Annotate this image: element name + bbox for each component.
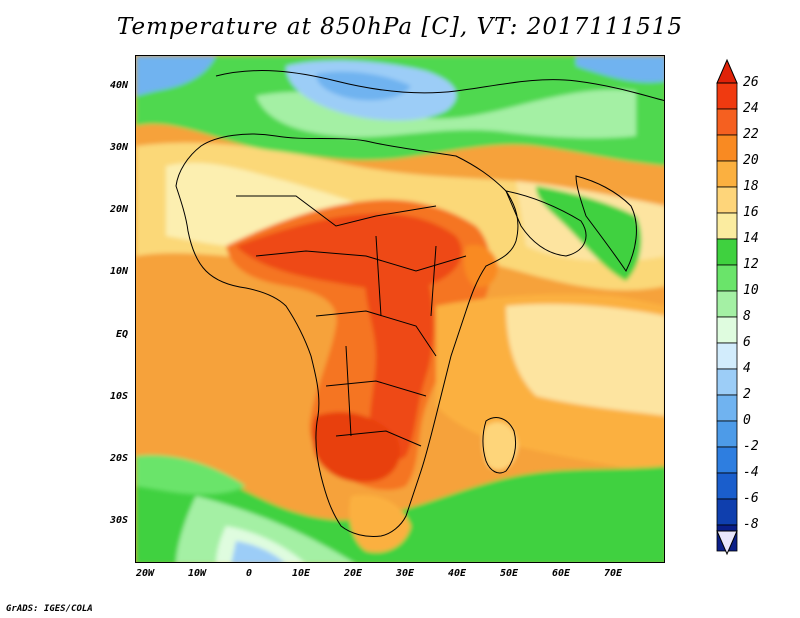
colorbar <box>716 58 738 556</box>
lat-label-10s: 10S <box>109 391 128 402</box>
colorbar-box <box>716 498 738 526</box>
colorbar-top-arrow <box>716 58 738 84</box>
grads-credit: GrADS: IGES/COLA <box>6 604 93 614</box>
east-africa-hot-core <box>364 259 434 462</box>
colorbar-box <box>716 472 738 500</box>
colorbar-label: 22 <box>743 127 759 142</box>
lon-label-70e: 70E <box>603 568 623 579</box>
central-borders <box>315 310 437 357</box>
colorbar-bottom-arrow <box>716 530 738 556</box>
lat-label-40n: 40N <box>109 80 128 91</box>
temperature-map <box>135 55 665 563</box>
colorbar-label: -6 <box>743 491 759 506</box>
colorbar-box <box>716 160 738 188</box>
colorbar-label: -2 <box>743 439 759 454</box>
colorbar-box <box>716 420 738 448</box>
colorbar-box <box>716 394 738 422</box>
lon-label-60e: 60E <box>551 568 571 579</box>
europe-coastline <box>215 70 664 101</box>
south-atlantic-cold <box>231 541 284 562</box>
indian-ocean-mild-zone <box>506 304 664 416</box>
africa-outline <box>175 133 519 537</box>
colorbar-label: 2 <box>743 387 751 402</box>
lon-label-20e: 20E <box>343 568 363 579</box>
madagascar-region <box>482 422 518 470</box>
colorbar-label: 20 <box>743 153 759 168</box>
colorbar-label: 14 <box>743 231 759 246</box>
colorbar-label: 8 <box>743 309 751 324</box>
lat-label-20n: 20N <box>109 204 128 215</box>
colorbar-label: 24 <box>743 101 759 116</box>
south-africa-tip <box>349 494 411 553</box>
colorbar-box <box>716 186 738 214</box>
colorbar-label: -4 <box>743 465 759 480</box>
coastline-borders <box>175 70 664 537</box>
colorbar-box <box>716 290 738 318</box>
colorbar-label: 12 <box>743 257 759 272</box>
colorbar-box <box>716 82 738 110</box>
sahel-borders <box>255 250 467 272</box>
colorbar-boxes <box>716 82 738 552</box>
lat-label-30s: 30S <box>109 515 128 526</box>
lat-label-eq: EQ <box>115 329 128 340</box>
lon-label-10w: 10W <box>187 568 207 579</box>
asia-cold-patch <box>576 56 664 83</box>
colorbar-label: 26 <box>743 75 759 90</box>
colorbar-box <box>716 264 738 292</box>
atlantic-cold-patch <box>136 56 216 96</box>
chart-title: Temperature at 850hPa [C], VT: 201711151… <box>116 14 684 40</box>
lon-label-0: 0 <box>245 568 253 579</box>
colorbar-label: 16 <box>743 205 759 220</box>
meridional-borders <box>345 235 437 437</box>
colorbar-label: 6 <box>743 335 751 350</box>
ethiopia-highland <box>463 244 498 288</box>
sahara-borders <box>236 195 437 227</box>
europe-coldest-patch <box>316 71 411 101</box>
southern-africa-hot-core <box>312 412 400 483</box>
colorbar-box <box>716 316 738 344</box>
lat-label-30n: 30N <box>109 142 128 153</box>
colorbar-label: -8 <box>743 517 759 532</box>
colorbar-box <box>716 108 738 136</box>
colorbar-label: 4 <box>743 361 751 376</box>
arabia-outline <box>505 190 587 257</box>
india-outline <box>575 175 637 272</box>
lat-label-20s: 20S <box>109 453 128 464</box>
lon-label-40e: 40E <box>447 568 467 579</box>
lon-label-10e: 10E <box>291 568 311 579</box>
colorbar-label: 18 <box>743 179 759 194</box>
lon-label-20w: 20W <box>135 568 155 579</box>
lon-label-30e: 30E <box>395 568 415 579</box>
colorbar-box <box>716 238 738 266</box>
lon-label-50e: 50E <box>499 568 519 579</box>
colorbar-box <box>716 134 738 162</box>
lat-label-10n: 10N <box>109 266 128 277</box>
colorbar-label: 0 <box>743 413 751 428</box>
colorbar-box <box>716 446 738 474</box>
colorbar-box <box>716 342 738 370</box>
colorbar-box <box>716 368 738 396</box>
southern-borders <box>325 380 427 447</box>
colorbar-box <box>716 212 738 240</box>
madagascar-outline <box>482 417 517 474</box>
south-atlantic-green <box>136 455 246 495</box>
colorbar-label: 10 <box>743 283 759 298</box>
india-green-region <box>536 186 642 281</box>
temperature-field <box>136 56 664 562</box>
